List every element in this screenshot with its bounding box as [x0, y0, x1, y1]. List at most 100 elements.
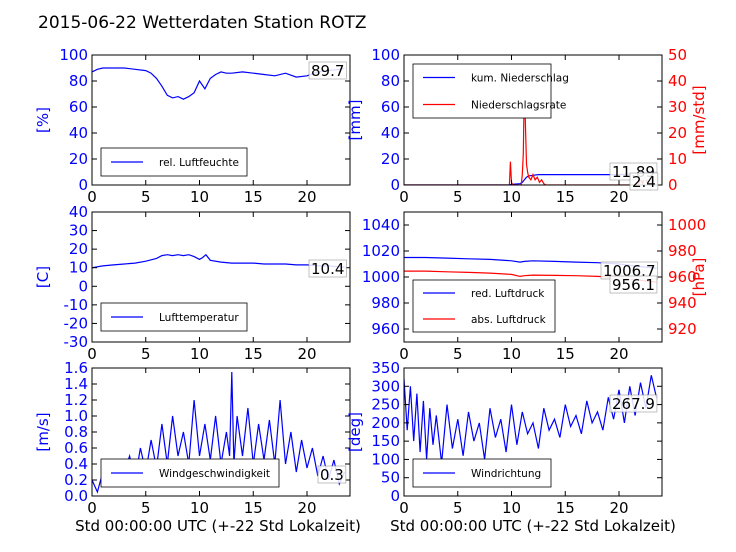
x-tick-label-precip: 15 — [556, 188, 575, 206]
x-tick-label-windspeed: 20 — [297, 499, 316, 517]
y-tick-right-label-pressure: 1000 — [668, 216, 706, 234]
axes-frame-winddir — [403, 367, 663, 497]
x-tick-label-precip: 0 — [399, 188, 409, 206]
legend-box-pressure — [412, 279, 556, 333]
y-tick-label-temperature: 0 — [78, 277, 88, 295]
y-tick-label-winddir: 150 — [371, 432, 400, 450]
y-tick-label-windspeed: 1.0 — [64, 407, 88, 425]
value-box-label-pressure: 1006.7 — [603, 262, 656, 280]
y-tick-right-label-precip: 20 — [668, 124, 687, 142]
y-axis-right-label-precip: [mm/std] — [690, 85, 708, 154]
y-tick-label-humidity: 40 — [69, 124, 88, 142]
value-box-temperature — [308, 259, 347, 278]
legend-label-humidity: rel. Luftfeuchte — [159, 157, 239, 169]
y-tick-label-winddir: 300 — [371, 377, 400, 395]
y-tick-label-precip: 0 — [390, 176, 400, 194]
x-tick-label-winddir: 5 — [453, 499, 463, 517]
legend-label-windspeed: Windgeschwindigkeit — [159, 468, 270, 480]
y-tick-label-temperature: 30 — [69, 222, 88, 240]
legend-label-precip: Niederschlagsrate — [471, 100, 566, 112]
y-tick-label-temperature: 10 — [69, 259, 88, 277]
figure-title: 2015-06-22 Wetterdaten Station ROTZ — [38, 13, 367, 33]
y-tick-label-pressure: 1000 — [362, 268, 400, 286]
y-tick-label-windspeed: 0.0 — [64, 487, 88, 505]
y-tick-label-pressure: 1020 — [362, 242, 400, 260]
y-tick-label-winddir: 250 — [371, 396, 400, 414]
legend-label-winddir: Windrichtung — [471, 468, 541, 480]
legend-box-precip — [412, 63, 552, 119]
y-tick-label-windspeed: 0.4 — [64, 455, 88, 473]
y-tick-right-label-precip: 0 — [668, 176, 678, 194]
x-tick-label-winddir: 0 — [399, 499, 409, 517]
y-tick-label-windspeed: 1.4 — [64, 375, 88, 393]
x-tick-label-humidity: 10 — [190, 188, 209, 206]
y-tick-label-windspeed: 0.2 — [64, 471, 88, 489]
y-tick-label-temperature: 20 — [69, 240, 88, 258]
y-tick-label-pressure: 960 — [371, 320, 400, 338]
y-tick-right-label-precip: 50 — [668, 46, 687, 64]
series-line-winddir-0 — [404, 375, 658, 464]
y-axis-label-windspeed: [m/s] — [34, 412, 52, 451]
y-tick-label-precip: 20 — [381, 150, 400, 168]
y-tick-label-humidity: 100 — [59, 46, 88, 64]
x-tick-label-humidity: 0 — [87, 188, 97, 206]
x-tick-label-windspeed: 15 — [244, 499, 263, 517]
x-tick-label-windspeed: 0 — [87, 499, 97, 517]
value-box-windspeed — [317, 465, 347, 484]
y-tick-label-temperature: -20 — [64, 314, 89, 332]
y-tick-label-temperature: -30 — [64, 333, 89, 351]
y-tick-label-humidity: 20 — [69, 150, 88, 168]
value-box-humidity — [308, 61, 347, 80]
series-line-humidity-0 — [92, 67, 345, 100]
y-tick-label-temperature: -10 — [64, 296, 89, 314]
panel-windspeed: 0 5 10 15 20 0.00.20.40.60.81.01.21.41.6 [m/s]… — [34, 359, 351, 517]
panel-pressure: 0 5 10 15 20 960 980 1000 1020 1040 920 940 960 980 10… — [362, 211, 708, 363]
y-tick-label-temperature: 40 — [69, 203, 88, 221]
x-tick-label-precip: 20 — [609, 188, 628, 206]
y-axis-label-winddir: [deg] — [346, 412, 364, 452]
x-tick-label-pressure: 10 — [502, 345, 521, 363]
series-line-temperature-0 — [92, 253, 345, 269]
y-tick-label-winddir: 100 — [371, 450, 400, 468]
x-tick-label-pressure: 0 — [399, 345, 409, 363]
y-tick-right-label-precip: 30 — [668, 98, 687, 116]
x-tick-label-humidity: 20 — [297, 188, 316, 206]
value-box-label-humidity: 89.7 — [311, 62, 344, 80]
y-tick-right-label-pressure: 980 — [668, 242, 697, 260]
x-tick-label-pressure: 20 — [609, 345, 628, 363]
y-tick-label-windspeed: 0.6 — [64, 439, 88, 457]
y-tick-label-winddir: 350 — [371, 359, 400, 377]
legend-label-pressure: abs. Luftdruck — [471, 314, 547, 326]
x-tick-label-temperature: 20 — [297, 345, 316, 363]
value-box-label-precip: 2.4 — [632, 173, 656, 191]
y-tick-right-label-precip: 10 — [668, 150, 687, 168]
x-tick-label-precip: 10 — [502, 188, 521, 206]
x-tick-label-windspeed: 10 — [190, 499, 209, 517]
axes-frame-humidity — [91, 54, 351, 186]
y-tick-label-humidity: 60 — [69, 98, 88, 116]
x-axis-label-right: Std 00:00:00 UTC (+-22 Std Lokalzeit) — [390, 517, 676, 535]
y-tick-label-precip: 40 — [381, 124, 400, 142]
x-tick-label-temperature: 5 — [141, 345, 151, 363]
y-tick-right-label-precip: 40 — [668, 72, 687, 90]
value-box-winddir — [609, 394, 658, 413]
x-tick-label-winddir: 20 — [609, 499, 628, 517]
y-tick-right-label-pressure: 960 — [668, 268, 697, 286]
x-tick-label-pressure: 15 — [556, 345, 575, 363]
y-tick-label-windspeed: 0.8 — [64, 423, 88, 441]
x-tick-label-temperature: 15 — [244, 345, 263, 363]
y-tick-label-pressure: 980 — [371, 294, 400, 312]
x-tick-label-temperature: 10 — [190, 345, 209, 363]
panel-precipitation: 0 5 10 15 20 0 20 40 60 80 100 0 10 20 30 40 50 [mm] [mm/s… — [346, 46, 708, 206]
value-box-label-windspeed: 0.3 — [320, 466, 344, 484]
value-box-precip — [629, 172, 659, 191]
value-box-label-temperature: 10.4 — [311, 260, 344, 278]
panel-humidity: 0 5 10 15 20 0 20 40 60 80 100 [%] rel. Luftfeuchte 8… — [34, 46, 351, 206]
y-tick-label-winddir: 200 — [371, 414, 400, 432]
x-axis-label-left: Std 00:00:00 UTC (+-22 Std Lokalzeit) — [75, 517, 361, 535]
y-axis-right-label-pressure: [hPa] — [690, 258, 708, 297]
panel-winddirection: 0 5 10 15 20050100150200250300350[deg]Windri… — [346, 359, 663, 517]
y-tick-right-label-pressure: 940 — [668, 294, 697, 312]
y-axis-label-humidity: [%] — [34, 107, 52, 133]
